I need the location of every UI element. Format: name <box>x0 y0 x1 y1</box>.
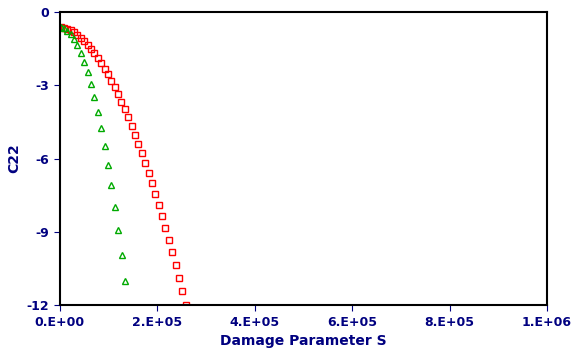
Y-axis label: C22: C22 <box>7 144 21 173</box>
X-axis label: Damage Parameter S: Damage Parameter S <box>220 334 387 348</box>
